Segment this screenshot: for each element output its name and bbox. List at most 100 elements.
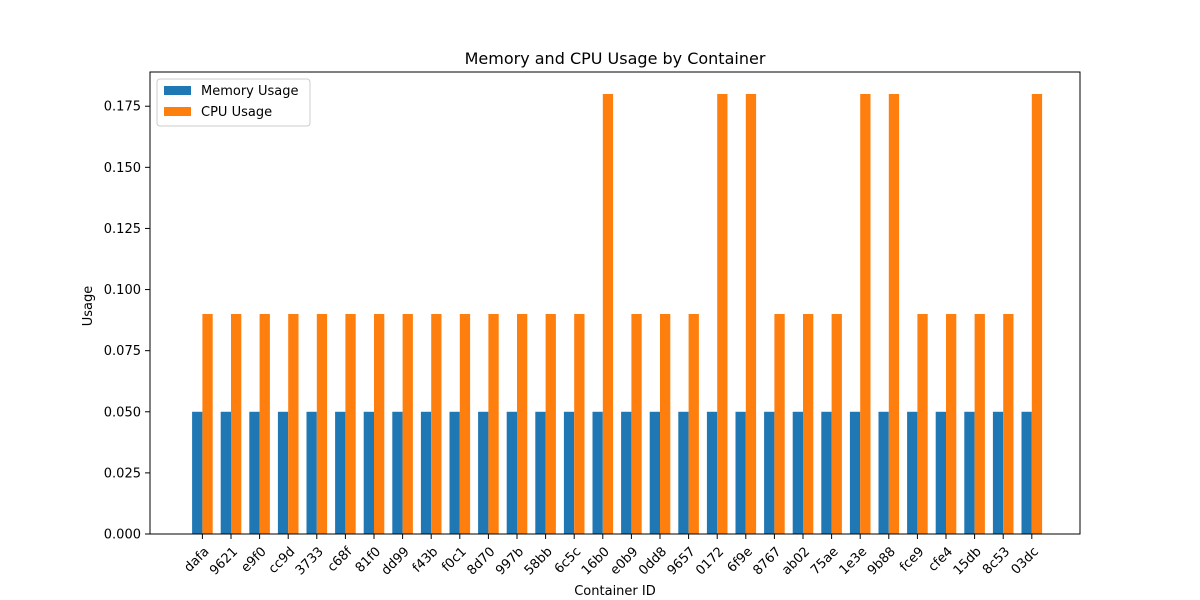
cpu-usage-bar-15db xyxy=(974,314,985,534)
x-tick-label: 3733 xyxy=(293,544,327,578)
cpu-usage-bar-e0b9 xyxy=(631,314,642,534)
chart-title: Memory and CPU Usage by Container xyxy=(465,49,766,68)
y-tick-label: 0.175 xyxy=(104,100,141,115)
cpu-usage-bar-1e3e xyxy=(860,94,871,534)
memory-usage-bar-9b88 xyxy=(878,411,889,534)
x-tick-label: 75ae xyxy=(808,544,842,578)
x-tick-label: e9f0 xyxy=(238,544,269,575)
x-tick-label: 997b xyxy=(493,544,527,578)
memory-usage-bar-8c53 xyxy=(992,411,1004,534)
y-tick-label: 0.050 xyxy=(104,405,141,420)
x-tick-label: e0b9 xyxy=(608,544,642,578)
x-tick-label: 03dc xyxy=(1009,544,1042,577)
memory-usage-bar-ab02 xyxy=(792,411,803,534)
memory-usage-bar-0172 xyxy=(706,411,718,534)
memory-usage-bar-cc9d xyxy=(277,411,289,534)
memory-usage-bar-fce9 xyxy=(907,411,918,534)
y-tick-label: 0.075 xyxy=(104,344,141,359)
legend: Memory Usage CPU Usage xyxy=(156,78,311,127)
cpu-usage-bar-75ae xyxy=(831,314,842,534)
cpu-usage-bar-81f0 xyxy=(374,314,385,534)
cpu-usage-bar-fce9 xyxy=(917,314,928,534)
x-tick-label: 9657 xyxy=(665,544,699,578)
memory-usage-bar-1e3e xyxy=(849,411,861,534)
cpu-usage-bar-dd99 xyxy=(402,314,413,534)
cpu-usage-bar-8c53 xyxy=(1003,314,1014,534)
x-tick-label: 58bb xyxy=(522,544,556,578)
memory-usage-bar-997b xyxy=(506,411,517,534)
y-axis: 0.000 0.025 0.050 0.075 0.100 0.125 0.150 0.175 xyxy=(104,100,150,543)
cpu-usage-bar-dafa xyxy=(202,314,213,534)
x-tick-label: f0c1 xyxy=(439,544,470,575)
x-tick-label: 0dd8 xyxy=(636,544,670,578)
cpu-usage-bar-58bb xyxy=(545,314,556,534)
x-tick-label: 81f0 xyxy=(353,544,384,575)
legend-swatch-memory-usage xyxy=(164,86,191,95)
x-tick-label: dd99 xyxy=(379,544,413,578)
memory-usage-bar-03dc xyxy=(1021,411,1032,534)
cpu-usage-bar-9b88 xyxy=(888,94,900,534)
legend-label-cpu-usage: CPU Usage xyxy=(201,105,272,120)
memory-usage-bar-e9f0 xyxy=(249,411,260,534)
legend-box xyxy=(156,78,311,127)
memory-usage-bar-c68f xyxy=(335,411,346,534)
plot-frame xyxy=(149,71,1081,535)
cpu-usage-bar-ab02 xyxy=(803,314,814,534)
x-tick-label: 9621 xyxy=(207,544,241,578)
memory-usage-bar-81f0 xyxy=(363,411,374,534)
x-axis-label: Container ID xyxy=(574,584,656,599)
memory-usage-bar-dafa xyxy=(192,411,203,534)
memory-usage-bar-e0b9 xyxy=(621,411,632,534)
cpu-usage-bar-f0c1 xyxy=(459,314,471,534)
y-tick-label: 0.025 xyxy=(104,466,141,481)
memory-usage-bar-6f9e xyxy=(735,411,746,534)
cpu-usage-bar-6c5c xyxy=(574,314,585,534)
cpu-usage-bar-c68f xyxy=(345,314,356,534)
x-tick-label: 6f9e xyxy=(725,544,756,575)
cpu-usage-bar-997b xyxy=(517,314,528,534)
x-tick-label: 9b88 xyxy=(865,544,899,578)
x-tick-label: fce9 xyxy=(897,544,927,574)
bars-layer xyxy=(192,94,1043,534)
x-tick-label: cfe4 xyxy=(926,544,956,574)
y-axis-label: Usage xyxy=(81,286,96,327)
cpu-usage-bar-16b0 xyxy=(602,94,614,534)
memory-usage-bar-0dd8 xyxy=(649,411,660,534)
memory-usage-bar-8d70 xyxy=(478,411,489,534)
memory-usage-bar-f0c1 xyxy=(449,411,460,534)
cpu-usage-bar-0dd8 xyxy=(660,314,671,534)
cpu-usage-bar-03dc xyxy=(1031,94,1043,534)
y-tick-label: 0.100 xyxy=(104,283,141,298)
cpu-usage-bar-6f9e xyxy=(745,94,757,534)
x-tick-label: 8c53 xyxy=(980,544,1013,577)
x-tick-label: 15db xyxy=(951,544,985,578)
memory-usage-bar-3733 xyxy=(306,411,317,534)
cpu-usage-bar-e9f0 xyxy=(259,314,270,534)
memory-usage-bar-15db xyxy=(964,411,975,534)
memory-usage-bar-dd99 xyxy=(392,411,403,534)
memory-usage-bar-58bb xyxy=(535,411,546,534)
memory-usage-bar-cfe4 xyxy=(935,411,946,534)
legend-swatch-cpu-usage xyxy=(164,107,191,116)
memory-usage-bar-16b0 xyxy=(592,411,603,534)
cpu-usage-bar-cc9d xyxy=(288,314,299,534)
x-tick-label: f43b xyxy=(410,544,441,575)
x-tick-label: 8d70 xyxy=(464,544,498,578)
memory-usage-bar-6c5c xyxy=(563,411,575,534)
legend-label-memory-usage: Memory Usage xyxy=(201,84,299,99)
y-tick-label: 0.150 xyxy=(104,161,141,176)
cpu-usage-bar-8767 xyxy=(774,314,785,534)
memory-usage-bar-f43b xyxy=(420,411,432,534)
cpu-usage-bar-0172 xyxy=(717,94,728,534)
x-tick-label: 6c5c xyxy=(552,544,584,576)
x-tick-label: c68f xyxy=(325,544,356,575)
cpu-usage-bar-8d70 xyxy=(488,314,499,534)
memory-usage-bar-9657 xyxy=(678,411,689,534)
memory-usage-bar-75ae xyxy=(821,411,832,534)
x-tick-label: ab02 xyxy=(779,544,813,578)
x-tick-label: 16b0 xyxy=(579,544,613,578)
cpu-usage-bar-3733 xyxy=(316,314,328,534)
memory-usage-bar-9621 xyxy=(220,411,231,534)
